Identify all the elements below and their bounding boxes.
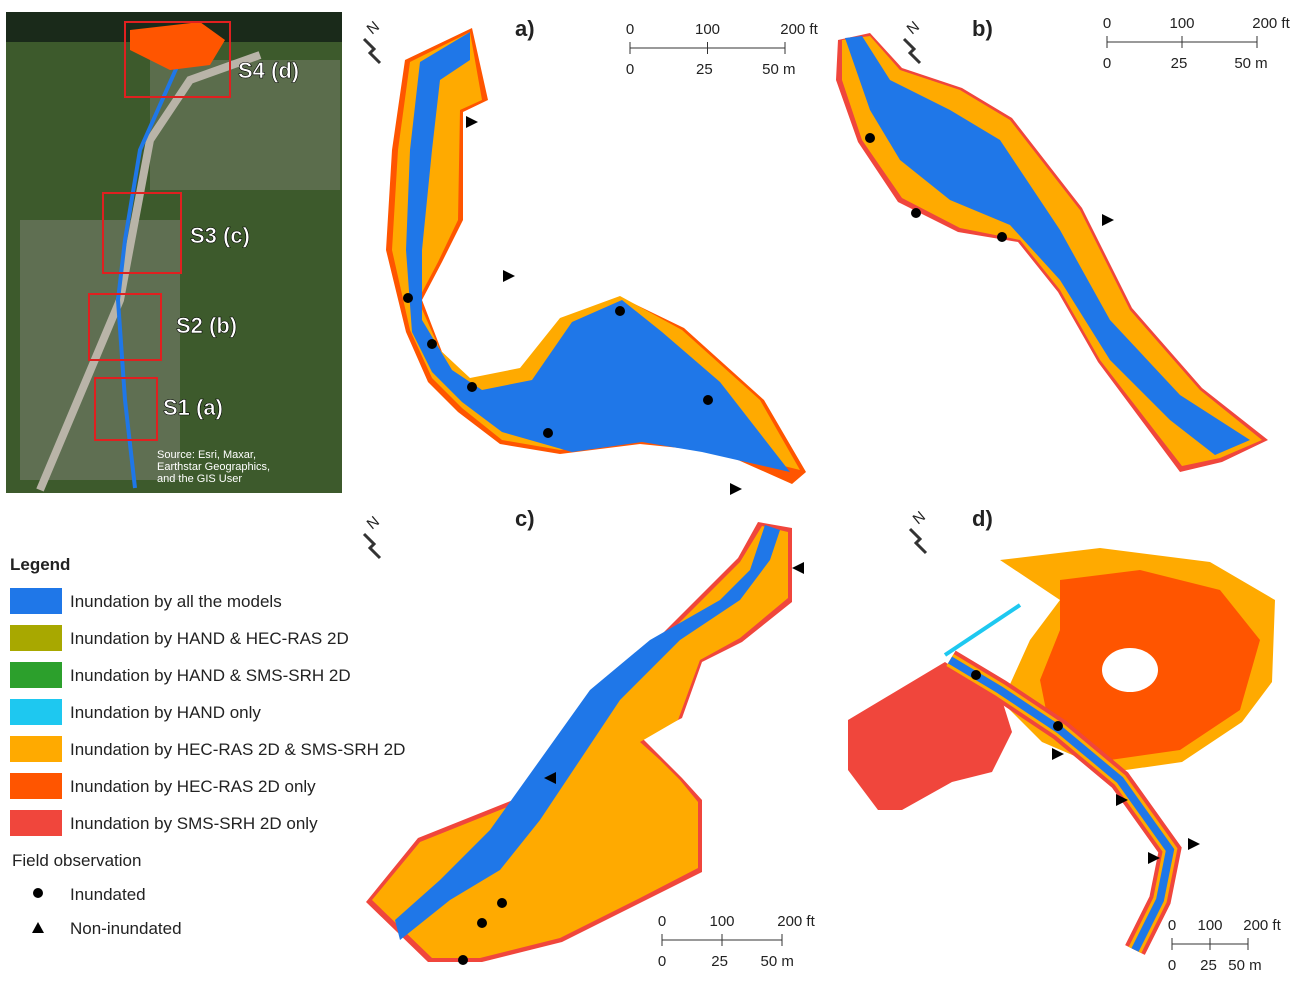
source-text: Earthstar Geographics, [157,461,270,473]
legend-swatch [10,699,62,725]
scale-label: 0 [626,61,634,78]
field-title: Field observation [12,851,141,870]
legend-label: Inundation by HAND & HEC-RAS 2D [70,629,349,648]
inset-label: S4 (d) [238,58,299,83]
panel-b-map [836,33,1268,472]
legend-swatch [10,773,62,799]
scale-label: 100 [1169,15,1194,32]
scale-label: 0 [1168,957,1176,974]
inset-label: S1 (a) [163,395,223,420]
legend-swatch [10,810,62,836]
legend-label: Inundation by HAND only [70,703,261,722]
scale-label: 0 [658,953,666,970]
legend-label: Inundation by SMS-SRH 2D only [70,814,318,833]
scale-label: 25 [696,61,713,78]
panel-label: d) [972,506,993,531]
panel-a-map [386,28,806,495]
figure: S4 (d) S3 (c) S2 (b) S1 (a) Source: Esri, Ma… [0,0,1291,990]
field-label: Inundated [70,885,146,904]
panel-c-map [366,522,804,965]
north-arrow: N [364,513,383,533]
legend-label: Inundation by all the models [70,592,282,611]
scale-label: 200 ft [780,21,818,38]
source-text: Source: Esri, Maxar, [157,449,256,461]
scale-label: 0 [626,21,634,38]
scale-label: 200 ft [1243,917,1281,934]
scale-label: 100 [1197,917,1222,934]
panel-label: c) [515,506,535,531]
scale-label: 25 [1200,957,1217,974]
field-label: Non-inundated [70,919,182,938]
scale-label: 200 ft [777,913,815,930]
scale-label: 50 m [1228,957,1261,974]
legend-swatch [10,588,62,614]
north-arrow-icon [364,39,380,63]
scale-label: 50 m [761,953,794,970]
inset-label: S2 (b) [176,313,237,338]
panel-label: b) [972,16,993,41]
panel-label: a) [515,16,535,41]
north-arrow-icon [364,534,380,558]
inset-map [6,12,342,493]
north-arrow: N [904,18,923,38]
scale-label: 0 [658,913,666,930]
north-arrow-icon [904,39,920,63]
legend-swatch [10,662,62,688]
scale-label: 50 m [762,61,795,78]
legend-swatch [10,736,62,762]
scale-label: 25 [711,953,728,970]
inundated-symbol [33,888,43,898]
scale-label: 50 m [1234,55,1267,72]
legend-label: Inundation by HEC-RAS 2D & SMS-SRH 2D [70,740,405,759]
legend-title: Legend [10,555,70,574]
panel-d-map [848,548,1275,950]
scale-label: 0 [1103,15,1111,32]
scale-label: 200 ft [1252,15,1290,32]
legend-label: Inundation by HEC-RAS 2D only [70,777,316,796]
inset-label: S3 (c) [190,223,250,248]
scale-label: 25 [1171,55,1188,72]
scale-label: 0 [1168,917,1176,934]
non-inundated-symbol [32,922,44,933]
scale-label: 100 [709,913,734,930]
north-arrow: N [910,508,929,528]
scale-label: 100 [695,21,720,38]
north-arrow: N [364,18,383,38]
legend-label: Inundation by HAND & SMS-SRH 2D [70,666,351,685]
scale-label: 0 [1103,55,1111,72]
north-arrow-icon [910,529,926,553]
source-text: and the GIS User [157,473,242,485]
legend-swatch [10,625,62,651]
